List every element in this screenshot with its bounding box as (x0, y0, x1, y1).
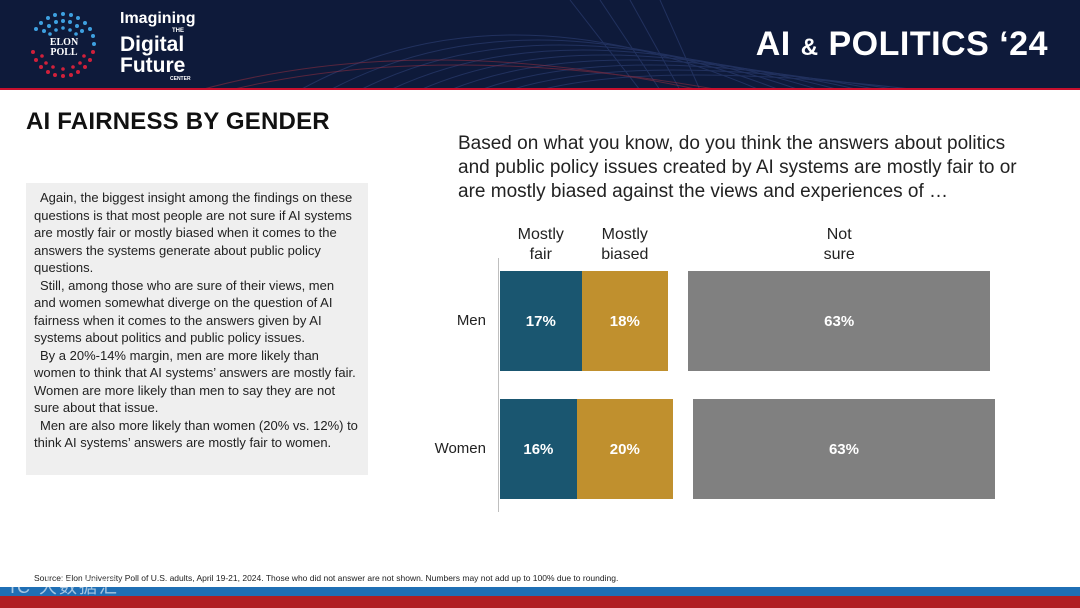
brand-line-1: Imagining (120, 10, 196, 27)
logo-text: ELON POLL (33, 38, 95, 58)
legend-mostly-fair: Mostly fair (496, 225, 586, 265)
header-background-lines (199, 0, 921, 90)
bar-women-not-sure: 63% (692, 399, 996, 499)
header-banner: ELON POLL Imagining THE Digital Future C… (0, 0, 1080, 90)
imagining-digital-future-brand: Imagining THE Digital Future CENTER (120, 10, 196, 82)
bar-value-label: 20% (609, 440, 640, 458)
footer-red-stripe (0, 596, 1080, 608)
logo-text-poll: POLL (50, 47, 78, 58)
legend-line-1: Not (826, 226, 852, 243)
bar-men-not-sure: 63% (688, 271, 991, 371)
legend-line-1: Mostly (601, 226, 648, 243)
legend-not-sure: Not sure (794, 225, 884, 265)
bar-value-label: 63% (824, 312, 855, 330)
brand-line-2: Digital (120, 33, 185, 56)
header-title-part-1: AI (755, 25, 801, 63)
bar-men-mostly-biased: 18% (581, 271, 668, 371)
bar-women-mostly-biased: 20% (576, 399, 673, 499)
summary-paragraph: Still, among those who are sure of their… (34, 277, 335, 346)
bar-value-label: 16% (523, 440, 554, 458)
header-title-ampersand: & (800, 34, 819, 61)
chart-axis-line (498, 258, 499, 512)
bar-value-label: 17% (525, 312, 556, 330)
source-note: Source: Elon University Poll of U.S. adu… (34, 573, 619, 583)
bar-value-label: 63% (828, 440, 859, 458)
header-divider (0, 88, 1080, 90)
summary-text-box: Again, the biggest insight among the fin… (26, 183, 368, 475)
brand-line-3: Future (120, 54, 186, 77)
legend-line-2: biased (601, 246, 649, 263)
bar-women-mostly-fair: 16% (500, 399, 577, 499)
category-label-men: Men (456, 312, 486, 329)
legend-line-2: sure (823, 246, 855, 263)
header-title: AI & POLITICS ‘24 (756, 24, 1048, 68)
summary-paragraph: Again, the biggest insight among the fin… (34, 190, 353, 275)
category-label-women: Women (434, 440, 486, 457)
brand-the: THE (172, 28, 184, 34)
legend-mostly-biased: Mostly biased (580, 225, 670, 265)
bar-men-mostly-fair: 17% (500, 271, 582, 371)
page-title: AI FAIRNESS BY GENDER (26, 108, 330, 135)
bar-value-label: 18% (609, 312, 640, 330)
survey-question: Based on what you know, do you think the… (458, 133, 1017, 202)
summary-paragraph: By a 20%-14% margin, men are more likely… (34, 347, 356, 416)
logo-text-elon: ELON (49, 37, 79, 48)
summary-paragraph: Men are also more likely than women (20%… (34, 417, 358, 451)
legend-line-2: fair (529, 246, 552, 263)
header-title-part-2: POLITICS ‘24 (818, 25, 1048, 63)
footer-blue-stripe (0, 587, 1080, 596)
elon-poll-logo-icon (31, 12, 96, 78)
brand-center: CENTER (170, 76, 191, 82)
watermark: IC 大数据汇 (10, 577, 120, 597)
legend-line-1: Mostly (517, 226, 564, 243)
